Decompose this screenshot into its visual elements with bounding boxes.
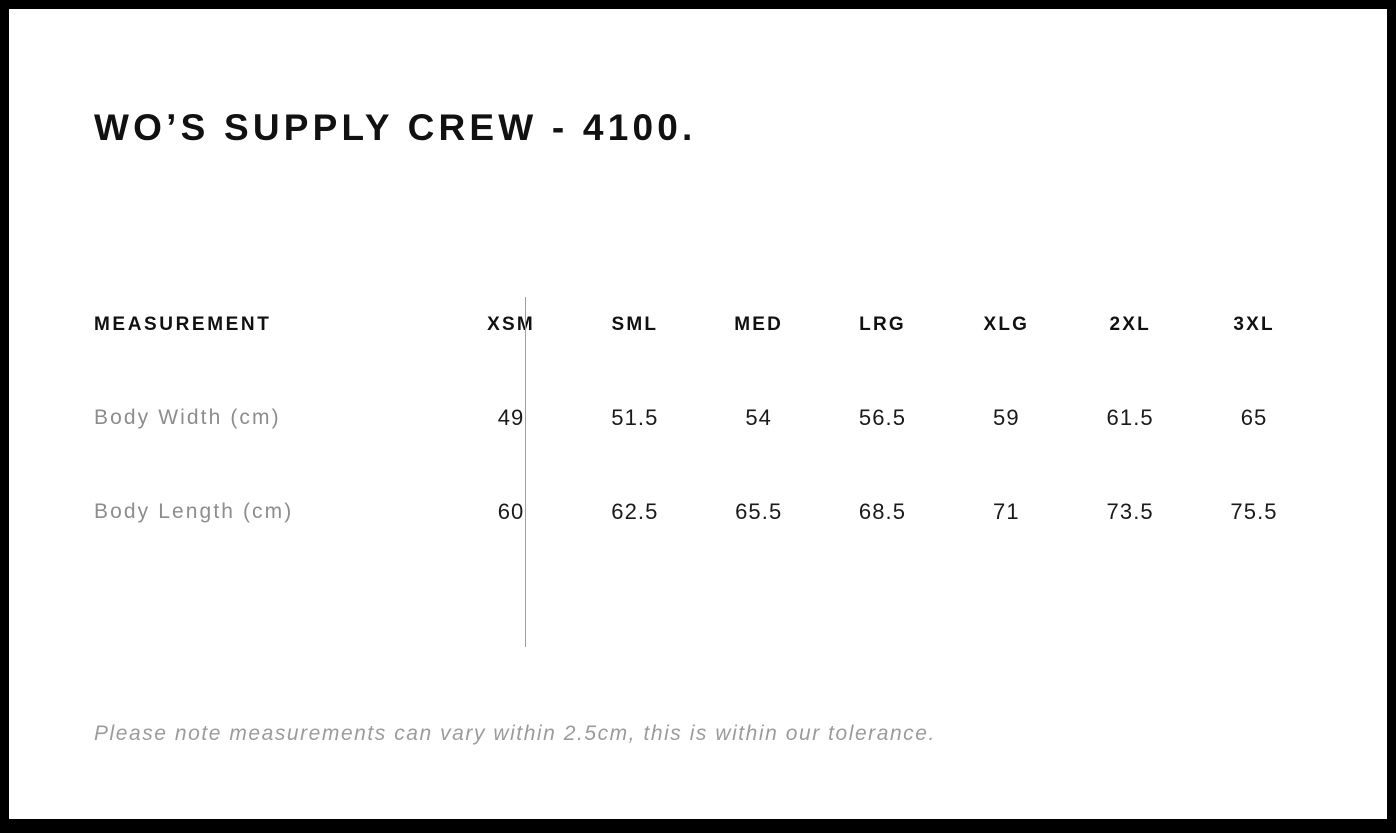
tolerance-footnote: Please note measurements can vary within… [94,722,936,745]
size-table: MEASUREMENT XSM SML MED LRG XLG 2XL 3XL … [94,279,1316,559]
cell-body-length-3xl: 75.5 [1230,499,1278,524]
cell-body-length-xlg: 71 [993,499,1020,524]
cell-body-length-sml: 62.5 [611,499,659,524]
cell-body-length-lrg: 68.5 [858,499,907,524]
row-label-body-width: Body Width (cm) [94,406,281,429]
cell-body-width-lrg: 56.5 [858,405,907,430]
cell-body-length-med: 65.5 [735,499,783,524]
column-header-med: MED [734,314,784,335]
column-header-2xl: 2XL [1109,314,1151,335]
table-header-row: MEASUREMENT XSM SML MED LRG XLG 2XL 3XL [94,279,1316,371]
size-table-container: MEASUREMENT XSM SML MED LRG XLG 2XL 3XL … [94,279,1316,647]
cell-body-width-xsm: 49 [497,405,525,430]
column-header-sml: SML [611,314,659,335]
cell-body-width-3xl: 65 [1240,405,1268,430]
cell-body-width-med: 54 [745,405,773,430]
row-label-body-length: Body Length (cm) [94,500,294,523]
table-row: Body Length (cm) 60 62.5 65.5 68.5 71 73… [94,465,1316,559]
column-header-xsm: XSM [487,314,535,335]
size-chart-sheet: WO’S SUPPLY CREW - 4100. MEASUREMENT [9,9,1387,819]
cell-body-width-2xl: 61.5 [1106,405,1154,430]
table-row: Body Width (cm) 49 51.5 54 56.5 59 61.5 … [94,371,1316,465]
cell-body-length-xsm: 60 [497,499,525,524]
column-divider-line [525,297,526,647]
page-title: WO’S SUPPLY CREW - 4100. [94,107,697,148]
cell-body-width-sml: 51.5 [611,405,659,430]
column-header-xlg: XLG [983,314,1030,335]
column-header-measurement: MEASUREMENT [94,314,272,335]
column-header-3xl: 3XL [1233,314,1275,335]
column-header-lrg: LRG [859,314,906,335]
cell-body-width-xlg: 59 [993,405,1020,430]
cell-body-length-2xl: 73.5 [1106,499,1154,524]
